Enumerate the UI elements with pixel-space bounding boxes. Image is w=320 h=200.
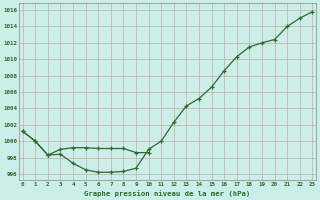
X-axis label: Graphe pression niveau de la mer (hPa): Graphe pression niveau de la mer (hPa): [84, 190, 251, 197]
